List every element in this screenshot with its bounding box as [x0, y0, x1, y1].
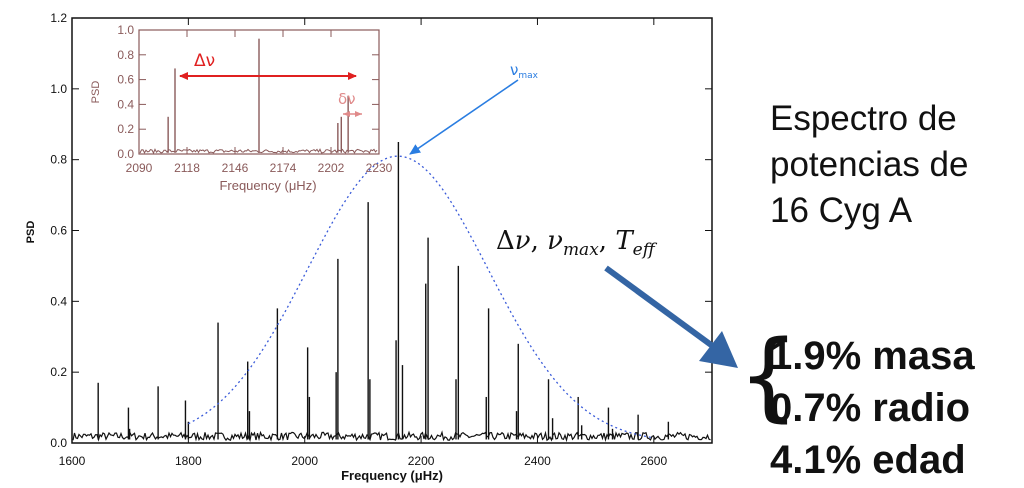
formula-sub-eff: eff	[632, 240, 655, 261]
inset-ytick-label: 0.4	[117, 97, 134, 111]
main-axes: 1600 1800 2000 2200 2400 2600 0.0 0.2 0.4 0.6 0.8 1…	[50, 11, 712, 468]
inset-xtick-label: 2174	[270, 161, 297, 175]
formula-sub-max: max	[562, 240, 599, 261]
title-line-3: 16 Cyg A	[770, 191, 913, 230]
inset-xtick-label: 2090	[126, 161, 153, 175]
formula-t: T	[615, 226, 633, 256]
formula-nu-2: ν	[547, 226, 563, 256]
main-xtick-label: 2200	[408, 454, 435, 468]
main-xlabel: Frequency (μHz)	[341, 468, 443, 483]
results-block: 1.9% masa 0.7% radio 4.1% edad	[770, 330, 975, 486]
main-ytick-label: 1.2	[50, 11, 67, 25]
main-noise-baseline	[72, 430, 711, 443]
title-line-1: Espectro de	[770, 99, 957, 138]
inset-xtick-label: 2146	[222, 161, 249, 175]
main-ytick-label: 1.0	[50, 82, 67, 96]
small-delta-nu-label: δν	[338, 90, 356, 108]
nu-max-label: νmax	[510, 61, 539, 81]
inset-ytick-label: 0.6	[117, 73, 134, 87]
seismic-parameters-formula: Δν, νmax, Teff	[496, 226, 655, 260]
main-ytick-label: 0.0	[50, 436, 67, 450]
formula-comma-2: ,	[598, 226, 616, 256]
inset-ytick-label: 1.0	[117, 23, 134, 37]
inset-ytick-label: 0.0	[117, 147, 134, 161]
main-ytick-label: 0.2	[50, 365, 67, 379]
chart-title-block: Espectro de potencias de 16 Cyg A	[770, 96, 968, 234]
delta-nu-label: Δν	[194, 51, 215, 71]
formula-delta: Δ	[496, 226, 515, 256]
inset-xtick-label: 2230	[366, 161, 393, 175]
result-age: 4.1% edad	[770, 438, 966, 482]
result-radius: 0.7% radio	[770, 386, 971, 430]
main-ytick-label: 0.8	[50, 153, 67, 167]
inset-xtick-label: 2202	[318, 161, 345, 175]
result-arrow	[604, 265, 738, 368]
results-brace: {	[738, 320, 800, 432]
main-xtick-label: 2400	[524, 454, 551, 468]
main-ytick-label: 0.6	[50, 224, 67, 238]
inset-peaks	[167, 38, 349, 153]
main-xtick-label: 1800	[175, 454, 202, 468]
main-ylabel: PSD	[25, 221, 37, 244]
main-peaks	[97, 141, 670, 440]
inset-ylabel: PSD	[90, 81, 102, 104]
nu-max-arrow	[409, 79, 519, 155]
inset-ytick-label: 0.8	[117, 48, 134, 62]
inset-ytick-label: 0.2	[117, 122, 134, 136]
formula-comma-1: ,	[530, 226, 548, 256]
formula-nu-1: ν	[514, 226, 531, 256]
result-mass: 1.9% masa	[770, 334, 975, 378]
main-ytick-label: 0.4	[50, 294, 67, 308]
inset-xtick-label: 2118	[174, 161, 200, 175]
inset-axes: 2090 2118 2146 2174 2202 2230 0.0 0.2 0.4 0.6 0.8 1…	[117, 23, 392, 175]
inset-xlabel: Frequency (μHz)	[219, 178, 316, 193]
main-xtick-label: 2000	[291, 454, 318, 468]
title-line-2: potencias de	[770, 145, 969, 184]
main-xtick-label: 1600	[59, 454, 86, 468]
main-xtick-label: 2600	[640, 454, 667, 468]
